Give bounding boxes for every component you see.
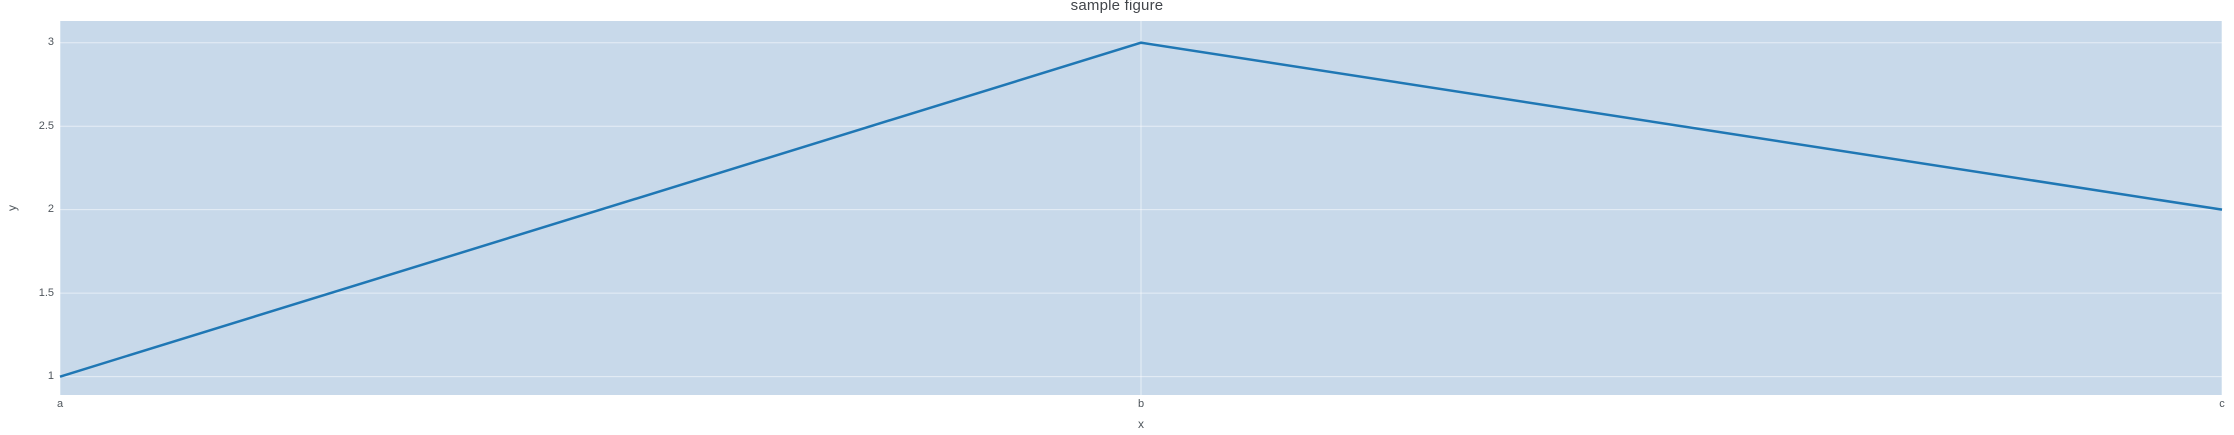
y-axis-title: y (5, 205, 19, 211)
x-tick-label: c (2219, 398, 2225, 410)
data-line-y (59, 41, 2223, 378)
y-tick-label: 1 (47, 370, 54, 383)
x-tick-label: b (1137, 398, 1145, 410)
data-series (59, 41, 2223, 378)
x-tick-label: a (56, 398, 64, 410)
y-tick-label: 2 (47, 203, 54, 216)
x-axis-title: x (1138, 417, 1144, 431)
y-tick-label: 1.5 (38, 286, 54, 299)
chart-title: sample figure (1070, 0, 1164, 14)
y-tick-label: 2.5 (38, 119, 54, 132)
y-tick-label: 3 (47, 36, 54, 49)
gridlines (59, 21, 2223, 395)
